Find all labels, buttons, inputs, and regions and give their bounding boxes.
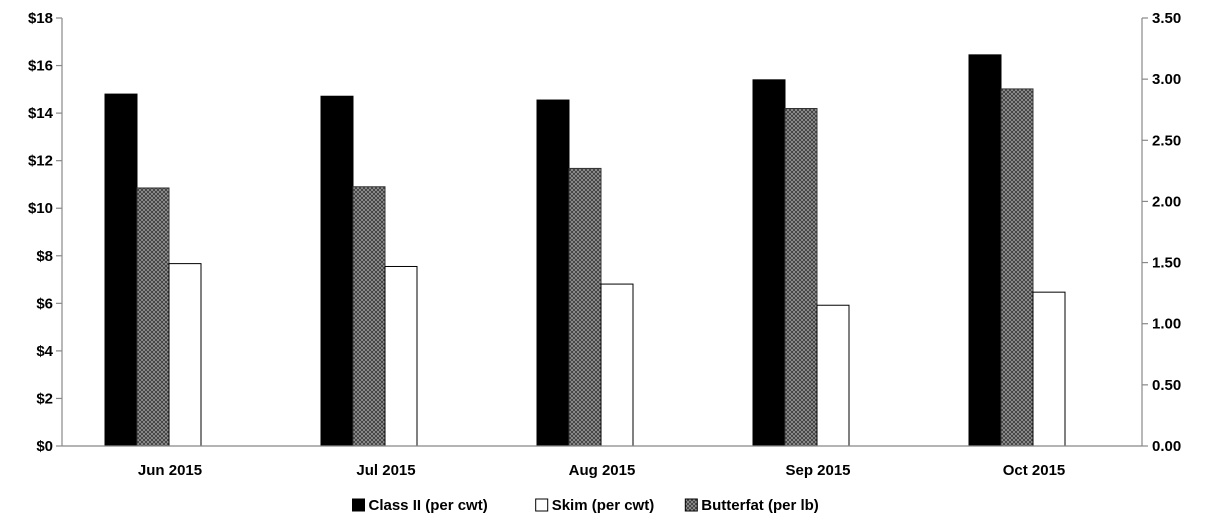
bar-class-ii-per-cwt-jun-2015 xyxy=(104,93,138,447)
left-axis-tick-label: $6 xyxy=(36,295,53,312)
bar-skim-per-cwt-sep-2015 xyxy=(816,304,850,447)
legend-label-skim-per-cwt: Skim (per cwt) xyxy=(552,497,655,514)
right-axis-tick-label: 2.00 xyxy=(1152,193,1181,210)
axes-layer: $0 $2 $4 $6 $8 $10 $12 $14 $16 $18 0.00 0.50 1.00 1.5… xyxy=(28,10,1181,479)
bar-skim-per-cwt-jul-2015 xyxy=(384,265,418,447)
bar-butterfat-per-lb-jul-2015 xyxy=(352,186,386,447)
left-axis-tick-label: $0 xyxy=(36,438,53,455)
legend-label-class-ii-per-cwt: Class II (per cwt) xyxy=(369,497,488,514)
x-axis-category-label: Jul 2015 xyxy=(356,462,415,479)
bar-butterfat-per-lb-aug-2015 xyxy=(568,167,602,447)
bar-skim-per-cwt-aug-2015 xyxy=(600,283,634,447)
bar-class-ii-per-cwt-oct-2015 xyxy=(968,54,1002,447)
bar-skim-per-cwt-jun-2015 xyxy=(168,263,202,447)
left-axis-tick-label: $8 xyxy=(36,248,53,265)
bar-class-ii-per-cwt-aug-2015 xyxy=(536,99,570,447)
bar-skim-per-cwt-oct-2015 xyxy=(1032,291,1066,447)
left-axis-tick-label: $4 xyxy=(36,343,53,360)
x-axis-category-label: Aug 2015 xyxy=(569,462,636,479)
bars-layer xyxy=(104,54,1066,447)
left-axis-tick-label: $2 xyxy=(36,390,53,407)
right-axis-tick-label: 3.00 xyxy=(1152,71,1181,88)
x-axis-category-label: Oct 2015 xyxy=(1003,462,1066,479)
legend-label-butterfat-per-lb: Butterfat (per lb) xyxy=(701,497,819,514)
left-axis-tick-label: $18 xyxy=(28,10,53,27)
left-axis-tick-label: $12 xyxy=(28,153,53,170)
x-axis-category-label: Jun 2015 xyxy=(138,462,202,479)
right-axis-tick-label: 0.00 xyxy=(1152,438,1181,455)
left-axis-tick-label: $14 xyxy=(28,105,54,122)
left-axis-tick-label: $10 xyxy=(28,200,53,217)
bar-class-ii-per-cwt-jul-2015 xyxy=(320,95,354,447)
x-axis-category-label: Sep 2015 xyxy=(785,462,850,479)
legend-swatch-butterfat-per-lb xyxy=(684,498,698,512)
legend: Class II (per cwt) Skim (per cwt) Butterfa… xyxy=(352,497,819,514)
right-axis-tick-label: 1.00 xyxy=(1152,316,1181,333)
bar-class-ii-per-cwt-sep-2015 xyxy=(752,79,786,447)
right-axis-tick-label: 3.50 xyxy=(1152,10,1181,27)
right-axis-tick-label: 2.50 xyxy=(1152,132,1181,149)
right-axis-tick-label: 1.50 xyxy=(1152,255,1181,272)
bar-butterfat-per-lb-oct-2015 xyxy=(1000,88,1034,447)
right-axis-tick-label: 0.50 xyxy=(1152,377,1181,394)
left-axis-tick-label: $16 xyxy=(28,58,53,75)
legend-swatch-class-ii-per-cwt xyxy=(352,498,365,512)
bar-butterfat-per-lb-jun-2015 xyxy=(136,187,170,447)
legend-swatch-skim-per-cwt xyxy=(535,498,549,512)
bar-butterfat-per-lb-sep-2015 xyxy=(784,107,818,447)
